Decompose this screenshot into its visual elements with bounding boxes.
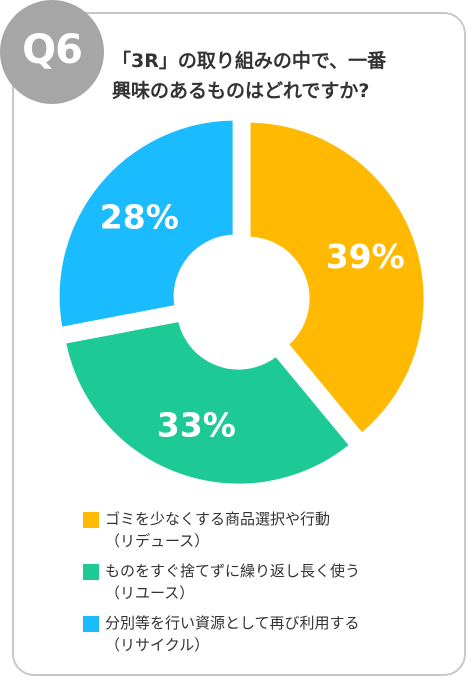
legend-item-recycle: 分別等を行い資源として再び利用する （リサイクル） (83, 612, 463, 656)
legend-swatch-reduce (83, 512, 99, 528)
question-line-2: 興味のあるものはどれですか? (112, 80, 370, 102)
question-line-1: 「3R」の取り組みの中で、一番 (112, 50, 387, 72)
label-recycle: 28% (100, 197, 179, 236)
legend-sub-recycle: （リサイクル） (105, 636, 210, 654)
slice-reduce (250, 122, 424, 433)
legend-item-reuse: ものをすぐ捨てずに繰り返し長く使う （リユース） (83, 560, 463, 604)
chart-legend: ゴミを少なくする商品選択や行動 （リデュース） ものをすぐ捨てずに繰り返し長く使… (83, 508, 463, 664)
question-number-badge: Q6 (0, 0, 104, 104)
legend-sub-reuse: （リユース） (105, 584, 195, 602)
label-reduce: 39% (326, 237, 405, 276)
slice-recycle (59, 120, 233, 327)
legend-swatch-recycle (83, 616, 99, 632)
legend-sub-reduce: （リデュース） (105, 532, 210, 550)
legend-item-reduce: ゴミを少なくする商品選択や行動 （リデュース） (83, 508, 463, 552)
legend-label-reuse: ものをすぐ捨てずに繰り返し長く使う (105, 562, 361, 580)
question-number: Q6 (22, 27, 83, 73)
legend-label-recycle: 分別等を行い資源として再び利用する (105, 614, 360, 632)
slice-reuse (66, 322, 349, 484)
label-reuse: 33% (157, 406, 236, 445)
legend-swatch-reuse (83, 564, 99, 580)
legend-label-reduce: ゴミを少なくする商品選択や行動 (105, 510, 331, 528)
question-text: 「3R」の取り組みの中で、一番 興味のあるものはどれですか? (112, 46, 462, 106)
